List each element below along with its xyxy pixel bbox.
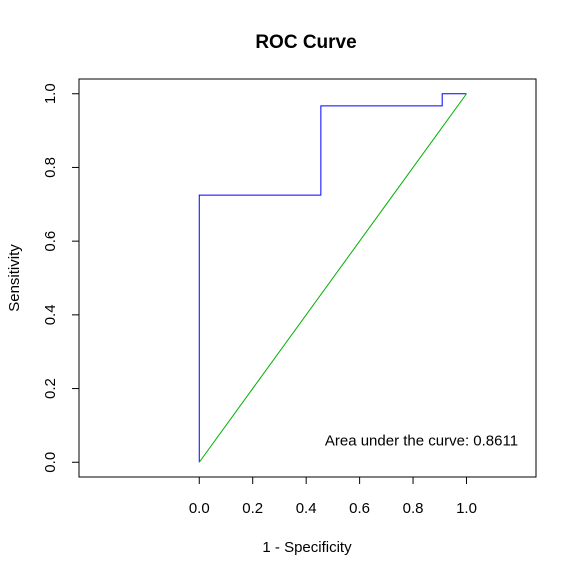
x-axis: 0.0 0.2 0.4 0.6 0.8 1.0 [189,476,477,517]
x-tick-label: 0.0 [189,500,210,517]
y-axis: 0.0 0.2 0.4 0.6 0.8 1.0 [42,83,80,473]
y-tick-label: 0.6 [42,231,59,252]
diagonal-reference-line [198,93,467,463]
y-tick-label: 0.2 [42,378,59,399]
y-tick-label: 0.4 [42,304,59,325]
x-tick-label: 1.0 [456,500,477,517]
y-tick-label: 1.0 [42,83,59,104]
y-tick-label: 0.0 [42,452,59,473]
auc-annotation: Area under the curve: 0.8611 [325,433,518,450]
x-tick-label: 0.2 [242,500,263,517]
x-axis-label: 1 - Specificity [262,539,352,556]
series-layer [198,93,467,463]
roc-curve-line [198,93,467,463]
x-tick-label: 0.8 [403,500,424,517]
x-tick-label: 0.6 [349,500,370,517]
x-tick-label: 0.4 [296,500,317,517]
chart-title: ROC Curve [255,32,356,53]
y-tick-label: 0.8 [42,157,59,178]
y-axis-label: Sensitivity [6,244,23,312]
